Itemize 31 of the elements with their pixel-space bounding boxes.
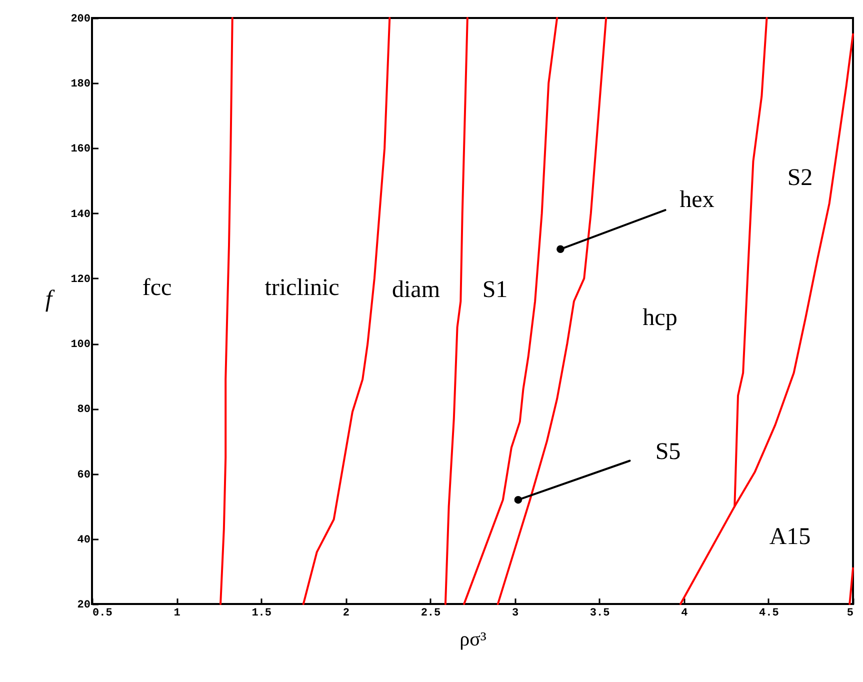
y-tick-label: 40 [77, 534, 90, 546]
y-tick-label: 200 [70, 14, 90, 26]
y-tick-label: 80 [77, 404, 90, 416]
y-tick-label: 120 [70, 274, 90, 286]
y-tick-label: 60 [77, 469, 90, 482]
annotation: fcc [142, 275, 172, 301]
annotation: S1 [482, 277, 508, 303]
x-tick-label: 5 [846, 608, 854, 620]
annotation: hcp [642, 305, 678, 331]
x-tick-label: 3.5 [590, 608, 610, 620]
x-axis-title: ρσ³ [460, 628, 486, 650]
y-tick-label: 160 [70, 144, 90, 156]
x-tick-label: 2 [342, 608, 350, 620]
annotation: S5 [655, 439, 681, 465]
x-tick-label: 3 [512, 608, 519, 620]
x-tick-label: 0.5 [92, 608, 113, 620]
x-tick-label: 2.5 [420, 608, 442, 620]
annotation: triclinic [264, 275, 340, 301]
x-tick-label: 4 [681, 608, 688, 620]
y-axis-title: f [45, 286, 56, 312]
y-tick-label: 100 [70, 339, 90, 352]
y-tick-label: 180 [70, 78, 90, 91]
annotation: A15 [769, 524, 811, 550]
annotation: diam [392, 277, 440, 303]
x-tick-label: 1.5 [252, 608, 272, 620]
x-tick-label: 1 [174, 608, 181, 620]
y-tick-label: 140 [70, 208, 90, 221]
y-tick-label: 20 [77, 600, 90, 612]
annotation: S2 [787, 165, 813, 191]
annotation: hex [680, 187, 714, 213]
x-tick-label: 4.5 [759, 608, 780, 620]
